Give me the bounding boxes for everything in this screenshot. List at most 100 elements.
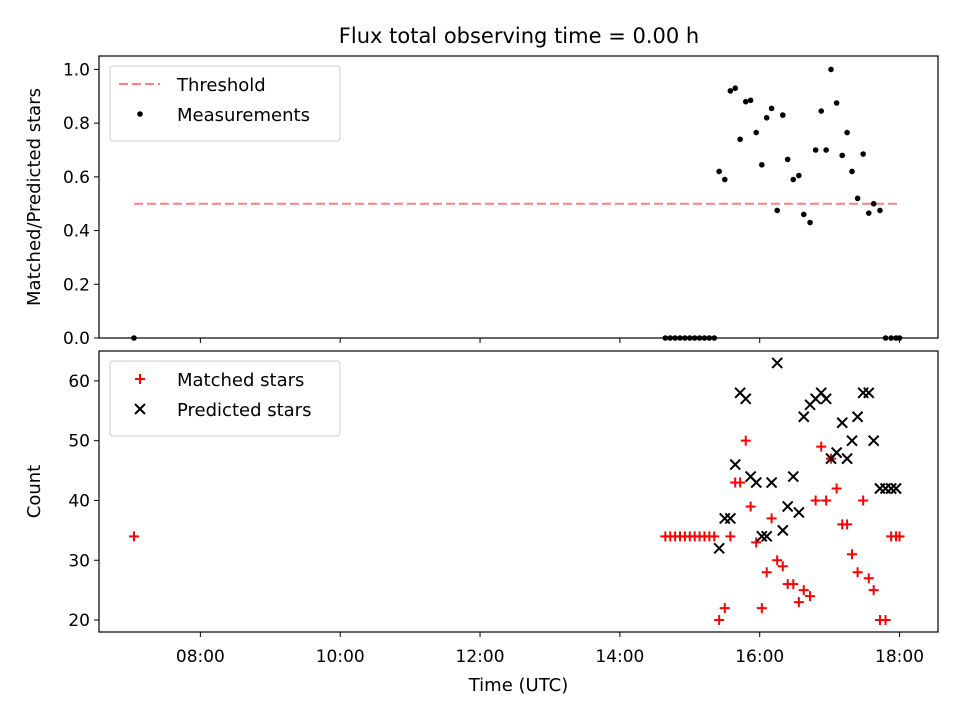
measurement-point [763, 114, 770, 121]
matched-point [793, 597, 804, 608]
measurement-point [790, 176, 797, 183]
predicted-point [724, 512, 737, 525]
measurement-point [737, 136, 743, 143]
predicted-point [793, 506, 805, 519]
matched-point [880, 615, 891, 626]
matched-point [842, 519, 853, 530]
top-panel: 0.0 0.2 0.4 0.6 0.8 1.0 Matched/Predicted star… [24, 55, 939, 349]
matched-point [821, 495, 832, 506]
measurement-point [818, 108, 825, 114]
measurement-point [774, 207, 780, 214]
plot-frame [98, 350, 939, 633]
matched-point [847, 549, 858, 560]
measurement-point [877, 207, 883, 214]
predicted-point [890, 482, 902, 495]
predicted-point [830, 446, 843, 459]
predicted-point [765, 476, 778, 489]
matched-point [714, 615, 725, 626]
measurement-point [865, 210, 872, 216]
matched-point [751, 537, 762, 548]
measurement-point [870, 200, 877, 207]
measurement-point [784, 156, 791, 163]
matched-point [756, 603, 767, 614]
measurement-point [854, 195, 861, 202]
matched-point [709, 531, 720, 542]
measurement-point [796, 172, 802, 179]
predicted-point [836, 417, 848, 429]
x-axis-label: Time (UTC) [468, 675, 569, 696]
matched-point [858, 495, 869, 506]
y-tick-label: 0.0 [63, 329, 90, 349]
predicted-point [863, 387, 875, 399]
matched-point [745, 501, 756, 512]
y-tick-label: 0.8 [63, 114, 90, 134]
measurement-point [800, 211, 807, 218]
matched-point [816, 441, 827, 452]
measurement-point [753, 129, 760, 136]
predicted-point [771, 357, 783, 369]
predicted-point [750, 476, 762, 489]
chart-title: Flux total observing time = 0.00 h [339, 24, 699, 48]
y-tick-label: 0.2 [63, 275, 90, 295]
y-tick-label: 20 [68, 611, 90, 631]
measurement-point [844, 129, 850, 136]
y-axis-label: Count [24, 465, 45, 518]
predicted-point [885, 482, 897, 495]
legend-box [109, 65, 341, 142]
matched-point [128, 531, 139, 542]
measurement-point [823, 147, 829, 153]
matched-point [868, 585, 879, 596]
y-tick-label: 30 [68, 551, 90, 571]
predicted-point [798, 411, 810, 423]
bottom-panel: 20 30 40 50 60 08:00 10:00 12:00 14:00 16:00 18:00… [24, 350, 939, 696]
predicted-point [841, 452, 853, 465]
y-tick-label: 1.0 [63, 60, 90, 80]
matched-point [810, 495, 821, 506]
legend-marker-measurements [137, 111, 143, 117]
predicted-point [787, 470, 799, 483]
predicted-point [777, 524, 789, 537]
measurement-point [768, 105, 775, 112]
predicted-point [729, 458, 741, 471]
matched-point [863, 573, 874, 584]
predicted-point [820, 393, 832, 405]
predicted-point [846, 434, 858, 447]
matched-point [719, 603, 730, 614]
measurement-point [727, 88, 734, 94]
predicted-point [713, 542, 725, 555]
y-tick-label: 0.6 [63, 168, 90, 188]
matched-point [894, 531, 905, 542]
measurement-point [721, 176, 728, 183]
matched-point [798, 585, 809, 596]
measurement-point [759, 161, 765, 168]
x-tick-label: 16:00 [735, 647, 784, 667]
predicted-point [867, 434, 880, 447]
measurement-point [747, 97, 754, 104]
x-tick-label: 08:00 [176, 647, 225, 667]
predicted-point [756, 530, 768, 543]
matched-point [772, 555, 783, 566]
matched-point [831, 483, 842, 494]
measurement-point [839, 152, 846, 159]
y-tick-label: 60 [68, 372, 90, 392]
matched-point [805, 591, 816, 602]
matched-point [788, 579, 799, 590]
measurement-point [860, 151, 866, 157]
measurement-point [732, 85, 739, 92]
y-tick-label: 50 [68, 432, 90, 452]
measurement-point [807, 219, 813, 226]
plot-frame [98, 55, 939, 339]
matched-point [740, 435, 751, 446]
legend-label: Measurements [177, 105, 310, 126]
matched-point [852, 567, 863, 578]
matched-point [761, 567, 772, 578]
legend-label: Threshold [176, 75, 266, 96]
legend-label: Matched stars [177, 370, 304, 391]
matched-point [766, 513, 777, 524]
measurement-point [716, 168, 722, 175]
x-tick-label: 10:00 [316, 647, 365, 667]
measurement-point [812, 147, 819, 153]
legend-label: Predicted stars [177, 400, 311, 421]
measurement-point [742, 98, 749, 105]
